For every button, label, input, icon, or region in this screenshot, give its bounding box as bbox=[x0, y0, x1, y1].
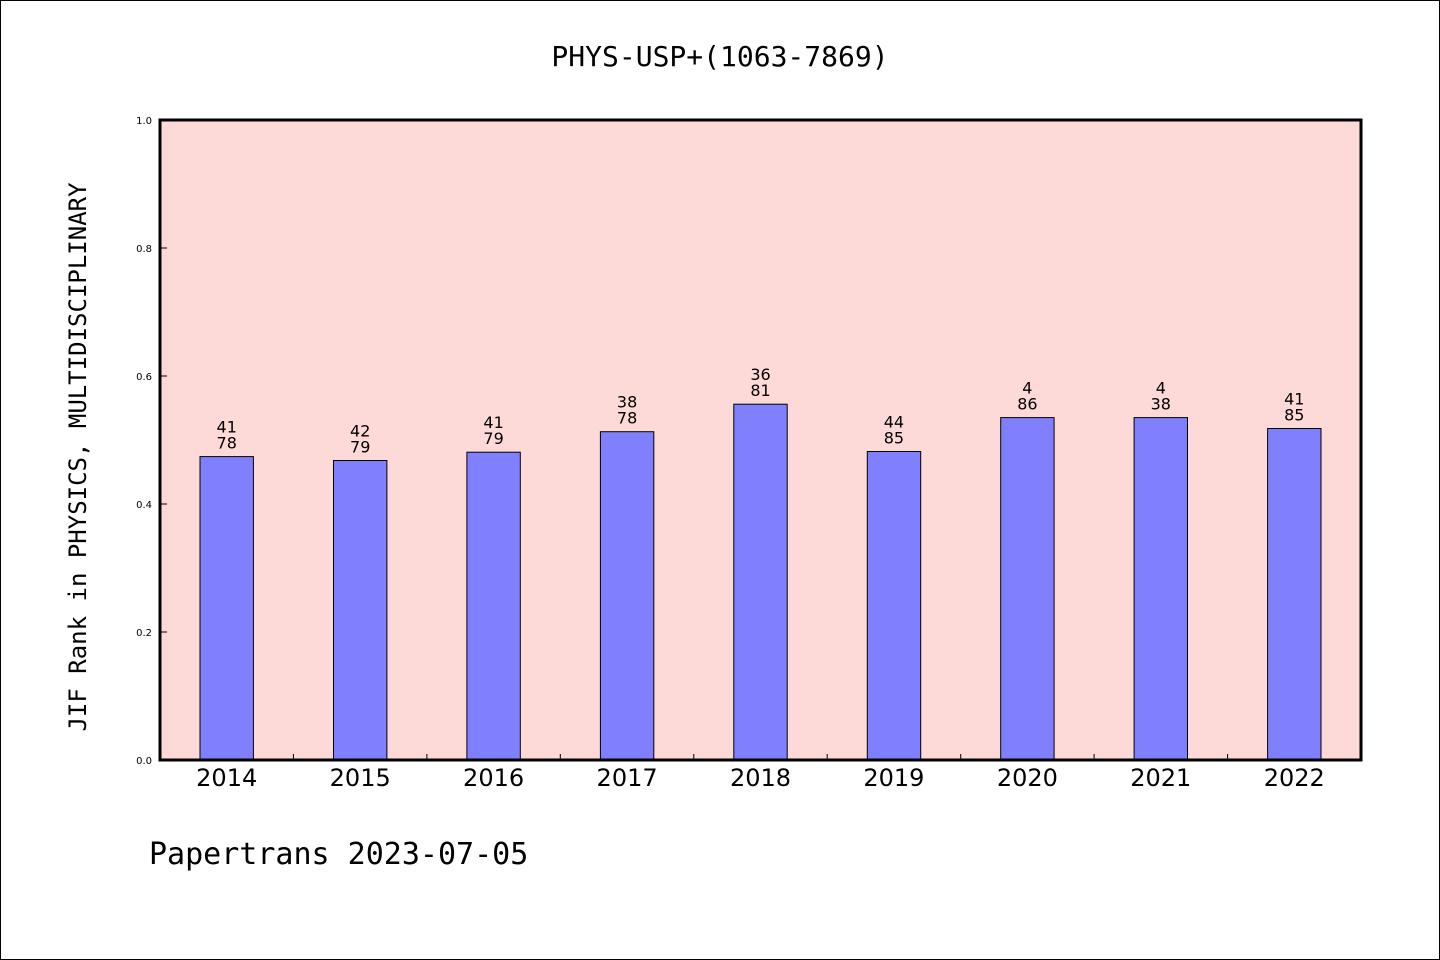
data-label-bottom-2018: 81 bbox=[750, 381, 770, 400]
x-tick-label-2020: 2020 bbox=[997, 764, 1058, 792]
data-label-bottom-2020: 86 bbox=[1017, 395, 1037, 414]
x-tick-label-2015: 2015 bbox=[330, 764, 391, 792]
data-label-top-2022: 41 bbox=[1284, 390, 1304, 409]
data-label-top-2018: 36 bbox=[750, 365, 770, 384]
bar-2015 bbox=[333, 460, 388, 761]
y-axis-label: JIF Rank in PHYSICS, MULTIDISCIPLINARY bbox=[64, 182, 92, 732]
bar-2014 bbox=[199, 456, 254, 761]
y-tick-label: 0.8 bbox=[136, 244, 152, 255]
chart-title: PHYS-USP+(1063-7869) bbox=[551, 40, 888, 73]
data-label-bottom-2015: 79 bbox=[350, 438, 370, 457]
bar-2019 bbox=[866, 451, 922, 761]
data-label-bottom-2016: 79 bbox=[483, 429, 503, 448]
x-tick-label-2022: 2022 bbox=[1264, 764, 1325, 792]
y-tick-label: 0.0 bbox=[136, 756, 152, 767]
x-tick-label-2019: 2019 bbox=[863, 764, 924, 792]
bars-layer bbox=[199, 403, 1322, 761]
y-tick-label: 0.4 bbox=[136, 500, 152, 511]
bar-2020 bbox=[1000, 417, 1055, 761]
data-label-bottom-2021: 38 bbox=[1151, 395, 1171, 414]
bar-2016 bbox=[466, 451, 521, 761]
bar-2021 bbox=[1133, 417, 1188, 761]
source-footer: Papertrans 2023-07-05 bbox=[149, 837, 528, 872]
y-tick-label: 0.2 bbox=[136, 628, 152, 639]
data-label-top-2020: 4 bbox=[1022, 379, 1032, 398]
y-tick-label: 0.6 bbox=[136, 372, 152, 383]
bar-2017 bbox=[599, 431, 655, 761]
data-label-top-2015: 42 bbox=[350, 422, 370, 441]
bar-2018 bbox=[733, 403, 788, 761]
x-tick-label-2014: 2014 bbox=[196, 764, 257, 792]
data-label-top-2016: 41 bbox=[483, 413, 503, 432]
data-label-bottom-2022: 85 bbox=[1284, 406, 1304, 425]
plot-border bbox=[158, 118, 1363, 762]
bar-2022 bbox=[1267, 428, 1322, 761]
data-label-top-2014: 41 bbox=[217, 418, 237, 437]
data-label-bottom-2019: 85 bbox=[884, 429, 904, 448]
data-label-bottom-2017: 78 bbox=[617, 409, 637, 428]
y-tick-label: 1.0 bbox=[136, 116, 152, 127]
x-axis: 2014 2015 2016 2017 2018 2019 2020 2021 2022 bbox=[196, 754, 1325, 792]
x-tick-label-2017: 2017 bbox=[597, 764, 658, 792]
x-tick-label-2016: 2016 bbox=[463, 764, 524, 792]
data-label-top-2021: 4 bbox=[1156, 379, 1166, 398]
x-tick-label-2018: 2018 bbox=[730, 764, 791, 792]
data-label-top-2019: 44 bbox=[884, 413, 904, 432]
x-tick-label-2021: 2021 bbox=[1130, 764, 1191, 792]
data-label-bottom-2014: 78 bbox=[217, 434, 237, 453]
data-label-top-2017: 38 bbox=[617, 393, 637, 412]
y-axis: 0.0 0.2 0.4 0.6 0.8 1.0 bbox=[136, 116, 167, 767]
